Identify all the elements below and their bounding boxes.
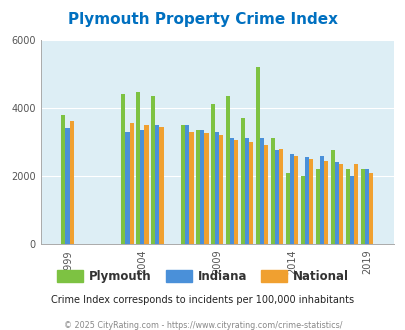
Bar: [264, 145, 268, 244]
Bar: [189, 132, 193, 244]
Bar: [368, 173, 372, 244]
Bar: [200, 130, 204, 244]
Bar: [204, 133, 208, 244]
Bar: [330, 150, 334, 244]
Bar: [259, 139, 264, 244]
Bar: [129, 123, 133, 244]
Bar: [211, 104, 215, 244]
Bar: [65, 128, 70, 244]
Bar: [155, 125, 159, 244]
Bar: [125, 132, 129, 244]
Bar: [234, 140, 238, 244]
Bar: [181, 125, 185, 244]
Bar: [338, 164, 342, 244]
Bar: [308, 159, 313, 244]
Bar: [323, 161, 328, 244]
Bar: [136, 92, 140, 244]
Bar: [274, 150, 279, 244]
Bar: [230, 139, 234, 244]
Bar: [293, 155, 298, 244]
Bar: [151, 96, 155, 244]
Bar: [360, 169, 364, 244]
Bar: [279, 149, 283, 244]
Bar: [185, 125, 189, 244]
Bar: [219, 135, 223, 244]
Bar: [315, 169, 319, 244]
Text: Crime Index corresponds to incidents per 100,000 inhabitants: Crime Index corresponds to incidents per…: [51, 295, 354, 305]
Bar: [196, 130, 200, 244]
Bar: [319, 155, 323, 244]
Bar: [289, 154, 293, 244]
Text: Plymouth Property Crime Index: Plymouth Property Crime Index: [68, 12, 337, 26]
Bar: [255, 67, 259, 244]
Bar: [240, 118, 245, 244]
Bar: [245, 139, 249, 244]
Text: © 2025 CityRating.com - https://www.cityrating.com/crime-statistics/: © 2025 CityRating.com - https://www.city…: [64, 321, 341, 330]
Bar: [349, 176, 353, 244]
Bar: [249, 142, 253, 244]
Bar: [225, 96, 230, 244]
Bar: [159, 127, 163, 244]
Bar: [70, 121, 74, 244]
Bar: [353, 164, 357, 244]
Bar: [140, 130, 144, 244]
Bar: [121, 94, 125, 244]
Bar: [345, 169, 349, 244]
Bar: [364, 169, 368, 244]
Bar: [304, 157, 308, 244]
Legend: Plymouth, Indiana, National: Plymouth, Indiana, National: [52, 265, 353, 287]
Bar: [270, 139, 274, 244]
Bar: [215, 132, 219, 244]
Bar: [300, 176, 304, 244]
Bar: [334, 162, 338, 244]
Bar: [144, 125, 148, 244]
Bar: [285, 173, 289, 244]
Bar: [61, 115, 65, 244]
